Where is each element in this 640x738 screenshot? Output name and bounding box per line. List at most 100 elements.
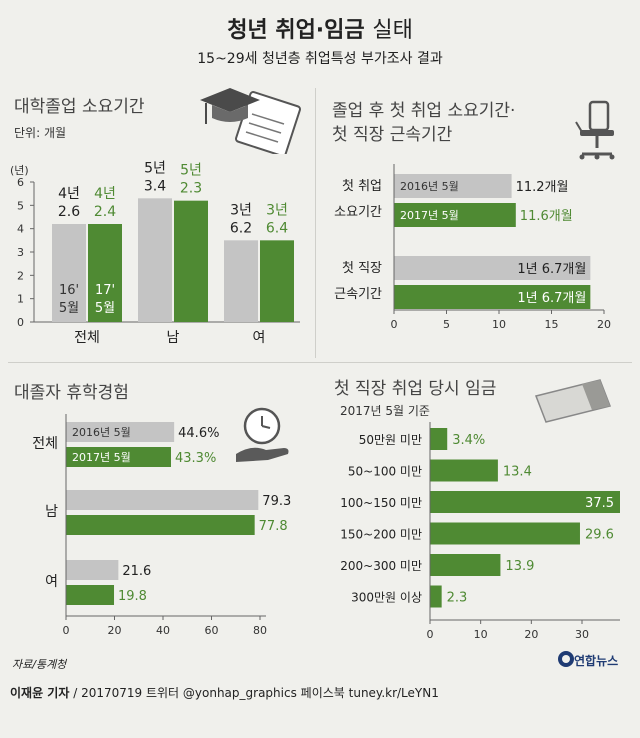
x-tick-label: 0: [63, 624, 70, 637]
x-tick-label: 0: [391, 318, 398, 331]
x-tick-label: 15: [545, 318, 559, 331]
bar-value-label: 13.4: [503, 465, 532, 480]
category-label: 전체: [74, 330, 100, 346]
x-tick-label: 60: [205, 624, 219, 637]
x-tick-label: 20: [597, 318, 611, 331]
bar-label-years: 5년: [144, 160, 166, 176]
x-tick-label: 20: [524, 628, 538, 641]
x-tick-label: 10: [474, 628, 488, 641]
page-subtitle: 15~29세 청년층 취업특성 부가조사 결과: [197, 51, 443, 67]
category-label: 150~200 미만: [340, 528, 422, 542]
bar-2: [430, 491, 620, 513]
bar-1: [430, 459, 498, 482]
category-label-line2: 소요기간: [334, 205, 382, 220]
graduation-cap-icon: [200, 88, 260, 124]
series-label: 2016년 5월: [400, 180, 459, 193]
leave-title: 대졸자 휴학경험: [14, 383, 129, 403]
bar-1-1: [174, 200, 208, 322]
series-label-line2: 5월: [95, 301, 115, 316]
yonhap-logo-text: 연합뉴스: [574, 654, 619, 668]
series-label: 2017년 5월: [72, 451, 131, 464]
bar-value-label: 44.6%: [178, 426, 219, 441]
bar-value-label: 1년 6.7개월: [517, 262, 586, 277]
bar-value-label: 1년 6.7개월: [517, 291, 586, 306]
category-label-line1: 첫 직장: [342, 261, 382, 276]
yonhap-logo-icon: [558, 651, 574, 667]
wage-note: 2017년 5월 기준: [340, 404, 430, 418]
y-tick-label: 3: [17, 246, 24, 259]
series-label: 2017년 5월: [400, 209, 459, 222]
category-label: 300만원 이상: [351, 591, 422, 605]
bar-1-1: [394, 285, 591, 309]
bar-value-label: 43.3%: [175, 451, 216, 466]
category-label-line2: 근속기간: [334, 287, 382, 302]
x-tick-label: 10: [492, 318, 506, 331]
category-label: 남: [45, 504, 58, 520]
office-chair-icon: [575, 100, 615, 160]
bar-label-years: 5년: [180, 163, 202, 179]
y-tick-label: 2: [17, 269, 24, 282]
bar-value-label: 11.6개월: [520, 209, 573, 224]
category-label: 여: [253, 330, 266, 346]
bar-label-months: 2.6: [58, 204, 80, 220]
credit-line: 이재윤 기자 / 20170719 트위터 @yonhap_graphics 페…: [10, 686, 439, 700]
bar-value-label: 77.8: [259, 519, 288, 534]
y-tick-label: 1: [17, 293, 24, 306]
envelope-icon: [534, 379, 612, 423]
grad-period-title: 대학졸업 소요기간: [14, 97, 145, 117]
bar-0: [430, 428, 448, 450]
bar-4: [430, 554, 501, 576]
bar-0-1: [138, 198, 172, 322]
grad-period-unit: 단위: 개월: [14, 126, 67, 140]
y-tick-label: 6: [17, 176, 24, 189]
category-label: 100~150 미만: [340, 496, 422, 510]
y-tick-label: 0: [17, 316, 24, 329]
bar-value-label: 29.6: [585, 528, 614, 543]
category-label-line1: 첫 취업: [342, 179, 382, 194]
x-tick-label: 30: [575, 628, 589, 641]
category-label: 전체: [32, 436, 58, 452]
category-label: 50~100 미만: [348, 465, 422, 479]
category-label: 50만원 미만: [359, 433, 422, 447]
x-tick-label: 0: [427, 628, 434, 641]
bar-label-years: 3년: [266, 202, 288, 218]
bar-value-label: 19.8: [118, 589, 147, 604]
section-divider-vertical: [315, 88, 316, 358]
y-axis-unit: (년): [10, 164, 29, 177]
bar-label-years: 4년: [58, 186, 80, 202]
bar-1-0: [66, 447, 172, 467]
diploma-icon: [235, 91, 301, 154]
bar-1-2: [66, 585, 115, 605]
bar-label-months: 2.3: [180, 181, 202, 197]
wage-chart: 50만원 미만 3.4% 50~100 미만 13.4 100~150 미만 37.5 15…: [340, 422, 620, 641]
leave-chart: 전체 2016년 5월 44.6% 2017년 5월 43.3% 남 79.3 77.8 여 21…: [32, 414, 291, 637]
bar-label-years: 4년: [94, 186, 116, 202]
x-tick-label: 40: [156, 624, 170, 637]
bar-value-label: 21.6: [122, 564, 151, 579]
x-tick-label: 20: [108, 624, 122, 637]
bar-0-1: [394, 256, 591, 280]
first-job-title-2: 첫 직장 근속기간: [332, 125, 453, 145]
bar-1-0: [88, 224, 122, 322]
bar-0-1: [66, 490, 259, 510]
series-label-line1: 16': [59, 283, 79, 298]
bar-1-0: [394, 203, 516, 227]
bar-1-2: [260, 240, 294, 322]
bar-5: [430, 585, 442, 608]
y-tick-label: 4: [17, 223, 24, 236]
bar-label-years: 3년: [230, 202, 252, 218]
bar-1-1: [66, 515, 255, 535]
bar-value-label: 3.4%: [452, 433, 485, 448]
series-label-line1: 17': [95, 283, 115, 298]
bar-label-months: 6.2: [230, 220, 252, 236]
bar-label-months: 6.4: [266, 220, 288, 236]
source-note: 자료/통계청: [12, 658, 67, 671]
section-divider-horizontal: [8, 362, 632, 363]
series-label: 2016년 5월: [72, 426, 131, 439]
bar-value-label: 2.3: [447, 591, 468, 606]
bar-0-2: [224, 240, 258, 322]
bar-0-0: [66, 422, 175, 442]
